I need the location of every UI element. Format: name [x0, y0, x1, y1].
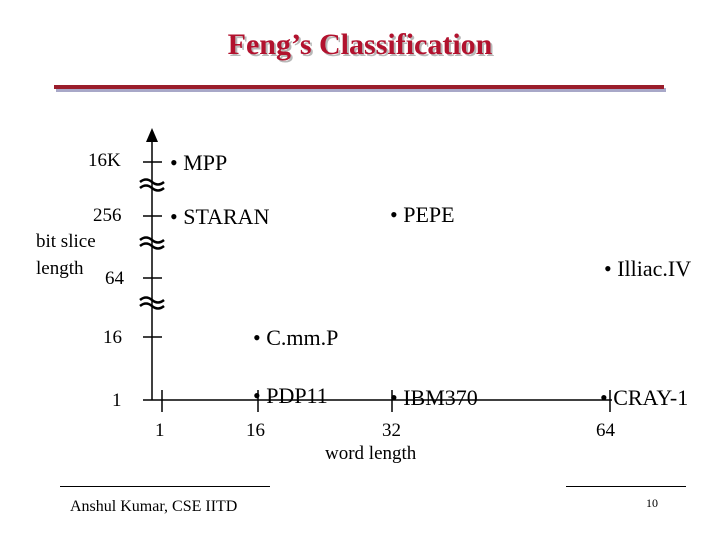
slide-title: Feng’s Classification: [227, 28, 493, 61]
y-tick-label: 1: [112, 390, 122, 411]
footer-rule-left: [60, 486, 270, 488]
axis-break-symbol: [139, 236, 165, 250]
y-tick-label: 256: [93, 205, 122, 226]
axis-break-symbol: [139, 178, 165, 192]
point-label-ibm370: • IBM370: [390, 385, 478, 410]
y-axis-arrow: [146, 128, 158, 142]
x-tick-label: 64: [596, 420, 615, 441]
point-label-pdp11: • PDP11: [253, 383, 328, 408]
title-underline: [54, 85, 664, 89]
x-axis-label: word length: [325, 443, 417, 464]
point-label-cray1: • CRAY-1: [600, 385, 689, 410]
point-label-mpp: • MPP: [170, 150, 228, 175]
x-tick-label: 16: [246, 420, 265, 441]
x-tick-label: 1: [155, 420, 165, 441]
y-axis-label-line2: length: [36, 258, 84, 279]
page-number: 10: [646, 496, 658, 510]
footer-author: Anshul Kumar, CSE IITD: [70, 498, 238, 515]
y-tick-label: 16K: [88, 150, 121, 171]
point-label-pepe: • PEPE: [390, 202, 455, 227]
y-tick-label: 64: [105, 268, 124, 289]
point-label-staran: • STARAN: [170, 204, 270, 229]
x-tick-label: 32: [382, 420, 401, 441]
y-tick-label: 16: [103, 327, 122, 348]
footer-rule-right: [566, 486, 686, 488]
axis-break-symbol: [139, 296, 165, 310]
point-label-cmmp: • C.mm.P: [253, 325, 339, 350]
point-label-illiac: • Illiac.IV: [604, 256, 692, 281]
y-axis-label-line1: bit slice: [36, 231, 96, 252]
